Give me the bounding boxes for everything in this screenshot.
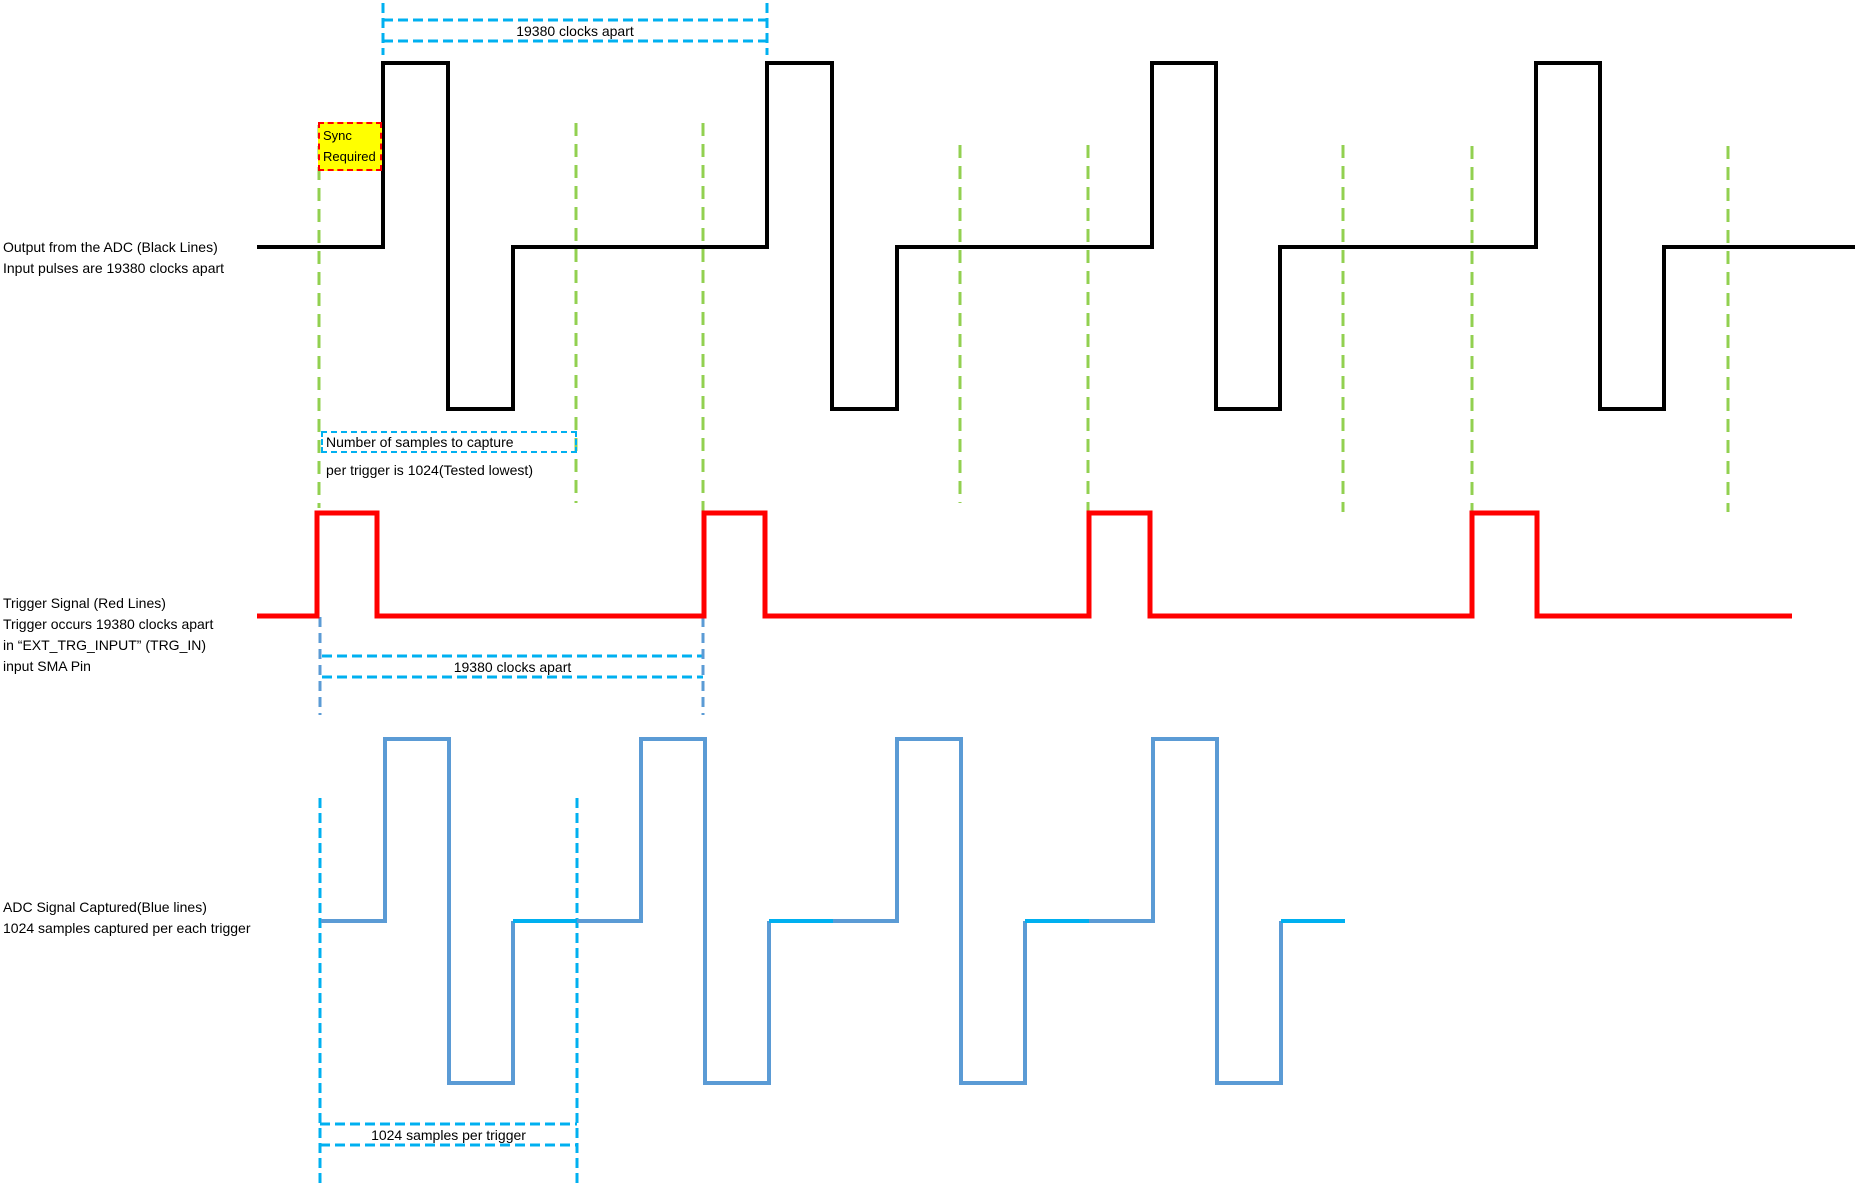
- red-signal-label-line2: Trigger occurs 19380 clocks apart: [3, 616, 214, 632]
- red-signal-label: Trigger Signal (Red Lines) Trigger occur…: [3, 593, 213, 677]
- blue-captured-waveform-segment-2: [577, 737, 771, 1085]
- black-signal-label-line1: Output from the ADC (Black Lines): [3, 239, 218, 255]
- samples-note-box: [321, 431, 577, 453]
- blue-captured-waveform-segment-4: [1089, 737, 1283, 1085]
- black-adc-output-waveform: [257, 61, 1855, 411]
- blue-signal-label: ADC Signal Captured(Blue lines) 1024 sam…: [3, 897, 250, 939]
- samples-note-line1: Number of samples to capture: [326, 434, 514, 450]
- samples-note-line2: per trigger is 1024(Tested lowest): [326, 462, 533, 478]
- sync-required-line1: Sync: [323, 128, 352, 143]
- blue-captured-waveform-segment-1: [321, 737, 515, 1085]
- red-trigger-waveform: [257, 510, 1792, 619]
- black-signal-label: Output from the ADC (Black Lines) Input …: [3, 237, 224, 279]
- blue-signal-label-line1: ADC Signal Captured(Blue lines): [3, 899, 207, 915]
- red-signal-label-line3: in “EXT_TRG_INPUT” (TRG_IN): [3, 637, 207, 653]
- sync-required-line2: Required: [323, 149, 376, 164]
- top-measure-label: 19380 clocks apart: [516, 23, 634, 39]
- mid-measure-label: 19380 clocks apart: [453, 659, 572, 675]
- red-signal-label-line1: Trigger Signal (Red Lines): [3, 595, 166, 611]
- red-signal-label-line4: input SMA Pin: [3, 658, 91, 674]
- sync-required-callout: Sync Required: [318, 122, 382, 171]
- bottom-measure-label: 1024 samples per trigger: [371, 1127, 526, 1143]
- blue-captured-waveform-segment-3: [833, 737, 1027, 1085]
- blue-signal-label-line2: 1024 samples captured per each trigger: [3, 920, 251, 936]
- black-signal-label-line2: Input pulses are 19380 clocks apart: [3, 260, 225, 276]
